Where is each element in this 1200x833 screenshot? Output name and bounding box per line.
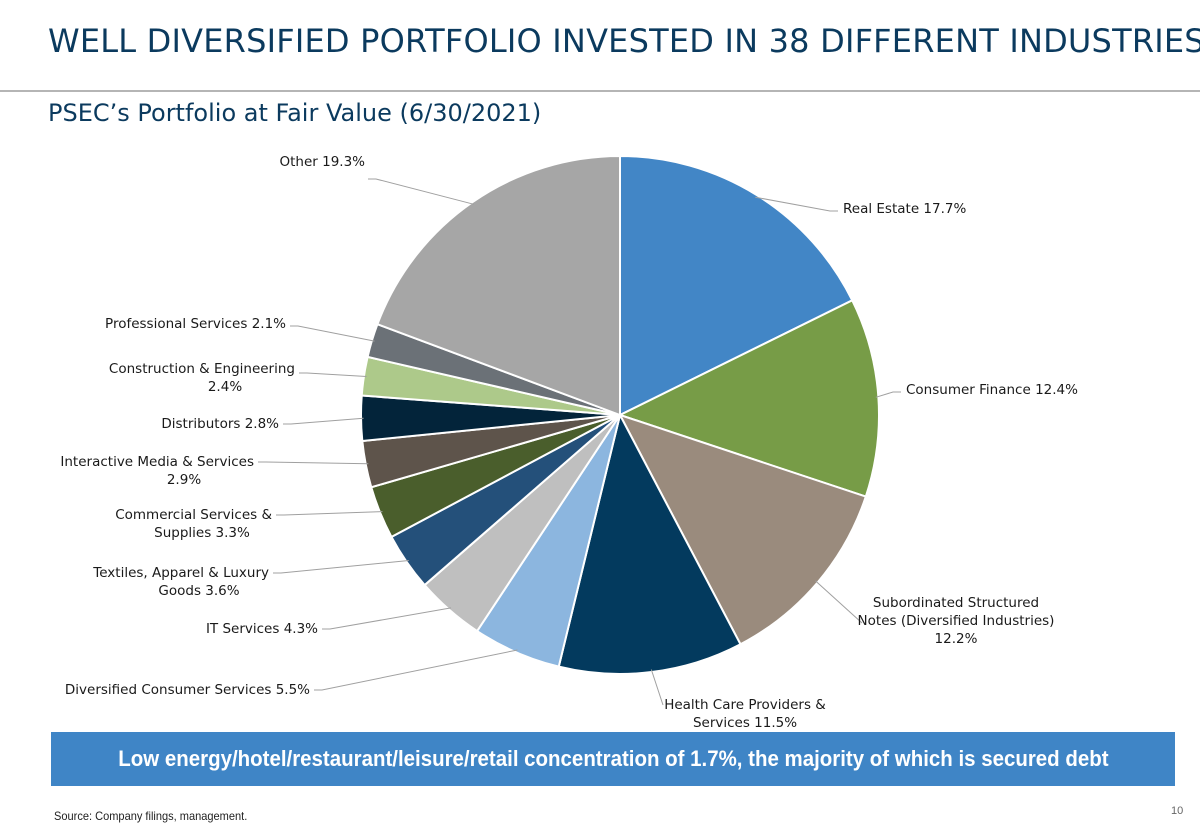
leader-line-interactive-media-and-services bbox=[258, 461, 369, 465]
leader-line-construction-and-engineering bbox=[299, 372, 367, 377]
leader-line-real-estate bbox=[755, 196, 838, 212]
leader-line-textiles-apparel-and-luxury-goods bbox=[273, 560, 409, 574]
highlight-banner: Low energy/hotel/restaurant/leisure/reta… bbox=[51, 732, 1175, 786]
page-number: 10 bbox=[1171, 805, 1184, 817]
slice-label-subordinated-structured-notes-diversified-industries: Subordinated Structured Notes (Diversifie… bbox=[858, 595, 1055, 647]
leader-line-other bbox=[368, 178, 475, 205]
slice-label-consumer-finance: Consumer Finance 12.4% bbox=[906, 382, 1078, 398]
pie-slice-consumer-finance bbox=[617, 298, 880, 498]
source-note: Source: Company filings, management. bbox=[54, 809, 248, 823]
leader-line-subordinated-structured-notes-diversified-industries bbox=[815, 580, 863, 624]
slice-label-interactive-media-and-services: Interactive Media & Services 2.9% bbox=[60, 454, 254, 488]
slice-label-real-estate: Real Estate 17.7% bbox=[843, 201, 966, 217]
pie-slice-real-estate bbox=[619, 154, 854, 417]
slice-label-commercial-services-and-supplies: Commercial Services & Supplies 3.3% bbox=[115, 507, 272, 541]
slice-label-other: Other 19.3% bbox=[279, 154, 365, 170]
slice-label-professional-services: Professional Services 2.1% bbox=[105, 316, 286, 332]
chart-subtitle: PSEC’s Portfolio at Fair Value (6/30/202… bbox=[48, 99, 542, 127]
slice-label-distributors: Distributors 2.8% bbox=[161, 416, 279, 432]
leader-line-diversified-consumer-services bbox=[314, 649, 518, 691]
banner-text: Low energy/hotel/restaurant/leisure/reta… bbox=[117, 746, 1109, 771]
title-divider bbox=[0, 90, 1200, 92]
slice-label-textiles-apparel-and-luxury-goods: Textiles, Apparel & Luxury Goods 3.6% bbox=[92, 565, 269, 599]
slide-title: WELL DIVERSIFIED PORTFOLIO INVESTED IN 3… bbox=[48, 22, 1200, 60]
slice-label-construction-and-engineering: Construction & Engineering 2.4% bbox=[109, 361, 295, 395]
slice-label-health-care-providers-and-services: Health Care Providers & Services 11.5% bbox=[664, 697, 826, 731]
leader-line-professional-services bbox=[290, 325, 375, 342]
leader-line-health-care-providers-and-services bbox=[650, 669, 664, 706]
leader-line-distributors bbox=[283, 417, 364, 425]
leader-line-consumer-finance bbox=[875, 391, 901, 398]
slice-label-diversified-consumer-services: Diversified Consumer Services 5.5% bbox=[65, 682, 310, 698]
pie-slice-other bbox=[376, 154, 621, 417]
leader-line-it-services bbox=[322, 607, 452, 630]
leader-line-commercial-services-and-supplies bbox=[276, 511, 383, 516]
slice-label-it-services: IT Services 4.3% bbox=[206, 621, 318, 637]
